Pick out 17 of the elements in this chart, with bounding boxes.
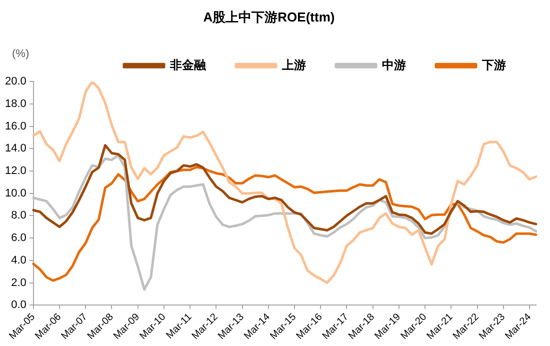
y-tick-label: 0.0	[11, 299, 26, 312]
y-tick-label: 16.0	[4, 120, 26, 132]
y-tick-label: 12.0	[4, 165, 26, 178]
y-tick-label: 4.0	[11, 254, 26, 266]
y-tick-label: 14.0	[4, 142, 26, 155]
legend-label: 下游	[481, 58, 506, 72]
y-tick-label: 20.0	[4, 76, 26, 88]
y-tick-label: 2.0	[11, 276, 26, 289]
y-tick-label: 8.0	[11, 210, 26, 222]
y-axis-title: (%)	[12, 48, 30, 60]
chart-title: A股上中下游ROE(ttm)	[203, 9, 335, 24]
y-tick-label: 6.0	[11, 232, 26, 244]
legend-label: 上游	[281, 58, 306, 72]
y-tick-label: 18.0	[4, 98, 26, 110]
y-tick-label: 10.0	[4, 187, 26, 200]
legend-label: 非金融	[169, 58, 207, 72]
legend-label: 中游	[382, 58, 406, 72]
